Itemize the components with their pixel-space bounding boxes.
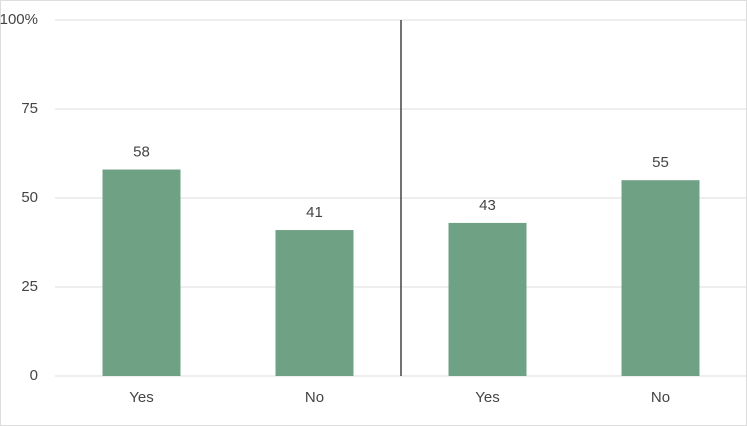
bar: [448, 222, 527, 376]
y-tick-label: 100%: [0, 11, 38, 28]
value-label: 43: [479, 197, 496, 214]
value-label: 41: [306, 204, 323, 221]
y-tick-label: 75: [21, 100, 38, 117]
value-label: 58: [133, 143, 150, 160]
y-tick-label: 0: [30, 367, 38, 384]
value-label: 55: [652, 154, 669, 171]
y-tick-label: 25: [21, 278, 38, 295]
x-tick-label: Yes: [129, 389, 153, 406]
y-tick-label: 50: [21, 189, 38, 206]
bar: [621, 180, 700, 376]
x-tick-label: Yes: [475, 389, 499, 406]
bar: [102, 169, 181, 376]
bar: [275, 230, 354, 376]
x-tick-label: No: [305, 389, 324, 406]
x-tick-label: No: [651, 389, 670, 406]
